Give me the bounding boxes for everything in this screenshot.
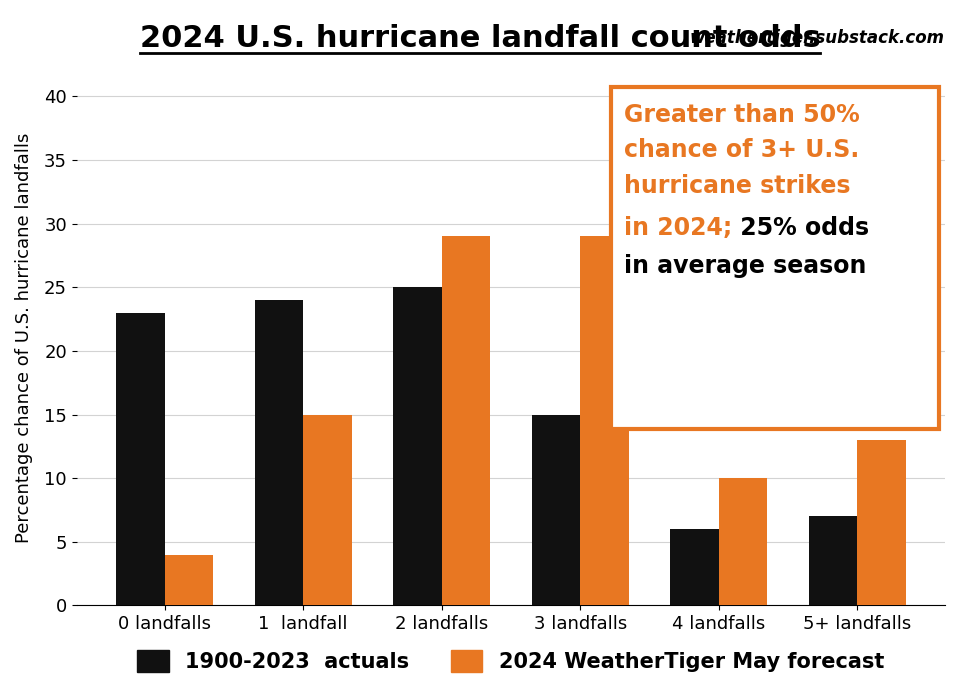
Bar xyxy=(442,236,491,606)
Text: 2024 U.S. hurricane landfall count odds: 2024 U.S. hurricane landfall count odds xyxy=(139,24,821,54)
Legend: 1900-2023  actuals, 2024 WeatherTiger May forecast: 1900-2023 actuals, 2024 WeatherTiger May… xyxy=(129,641,893,681)
Bar xyxy=(857,440,905,606)
Bar xyxy=(116,313,165,606)
Y-axis label: Percentage chance of U.S. hurricane landfalls: Percentage chance of U.S. hurricane land… xyxy=(15,133,33,543)
Bar xyxy=(394,287,442,606)
Bar xyxy=(165,555,213,606)
FancyBboxPatch shape xyxy=(611,87,939,429)
Text: 25% odds: 25% odds xyxy=(732,216,869,240)
Bar xyxy=(580,236,629,606)
Text: Greater than 50%
chance of 3+ U.S.
hurricane strikes: Greater than 50% chance of 3+ U.S. hurri… xyxy=(624,103,859,198)
Bar xyxy=(719,478,767,606)
Bar xyxy=(303,415,351,606)
Bar xyxy=(254,300,303,606)
Bar xyxy=(808,516,857,606)
Text: weathertiger.substack.com: weathertiger.substack.com xyxy=(690,29,945,47)
Bar xyxy=(670,529,719,606)
Text: in average season: in average season xyxy=(624,254,866,278)
Bar xyxy=(532,415,580,606)
Text: in 2024;: in 2024; xyxy=(624,216,732,240)
